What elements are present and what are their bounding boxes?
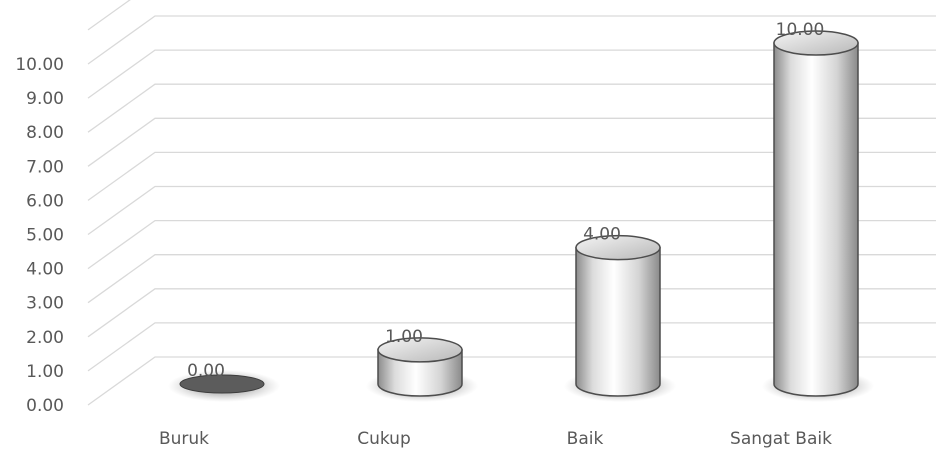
bar-body — [773, 42, 859, 397]
x-category-label: Sangat Baik — [730, 429, 832, 449]
x-axis-category-labels: Buruk Cukup Baik Sangat Baik — [159, 429, 832, 449]
bar-cap — [179, 374, 265, 394]
y-tick-label: 7.00 — [26, 157, 64, 177]
gridline — [87, 83, 936, 133]
data-label: 10.00 — [776, 20, 825, 40]
bar-cap — [575, 234, 661, 261]
gridline — [87, 15, 936, 65]
bar-body — [575, 246, 661, 397]
x-category-label: Cukup — [357, 429, 411, 449]
gridline — [87, 322, 936, 372]
y-tick-label: 6.00 — [26, 191, 64, 211]
x-category-label: Baik — [567, 429, 604, 449]
bar-body — [377, 349, 463, 397]
y-tick-label: 0.00 — [26, 396, 64, 416]
gridlines — [87, 0, 936, 406]
bar-cukup — [366, 337, 478, 402]
bar-cap — [377, 337, 463, 363]
gridline — [87, 185, 936, 236]
gridline — [87, 219, 936, 270]
y-tick-label: 3.00 — [26, 294, 64, 314]
y-axis-tick-labels: 0.00 1.00 2.00 3.00 4.00 5.00 6.00 7.00 8.00 9.00… — [15, 55, 64, 416]
data-label: 1.00 — [385, 327, 423, 347]
gridline — [87, 0, 131, 31]
bar-baik — [564, 234, 676, 402]
data-label: 0.00 — [187, 361, 225, 381]
y-tick-label: 2.00 — [26, 328, 64, 348]
gridline — [87, 117, 936, 167]
y-tick-label: 8.00 — [26, 123, 64, 143]
y-tick-label: 10.00 — [15, 55, 64, 75]
y-tick-label: 5.00 — [26, 226, 64, 246]
gridline — [87, 288, 936, 338]
y-tick-label: 4.00 — [26, 260, 64, 280]
gridline — [87, 254, 936, 304]
x-category-label: Buruk — [159, 429, 209, 449]
bar-sangat-baik — [762, 30, 874, 402]
bar-buruk — [168, 370, 280, 402]
gridline — [87, 151, 936, 201]
y-tick-label: 1.00 — [26, 362, 64, 382]
y-tick-label: 9.00 — [26, 89, 64, 109]
bar-cap — [773, 30, 859, 56]
bars — [168, 30, 874, 402]
gridline — [87, 49, 936, 99]
gridline — [87, 356, 936, 406]
data-labels: 0.00 1.00 4.00 10.00 — [187, 20, 824, 381]
data-label: 4.00 — [583, 225, 621, 245]
